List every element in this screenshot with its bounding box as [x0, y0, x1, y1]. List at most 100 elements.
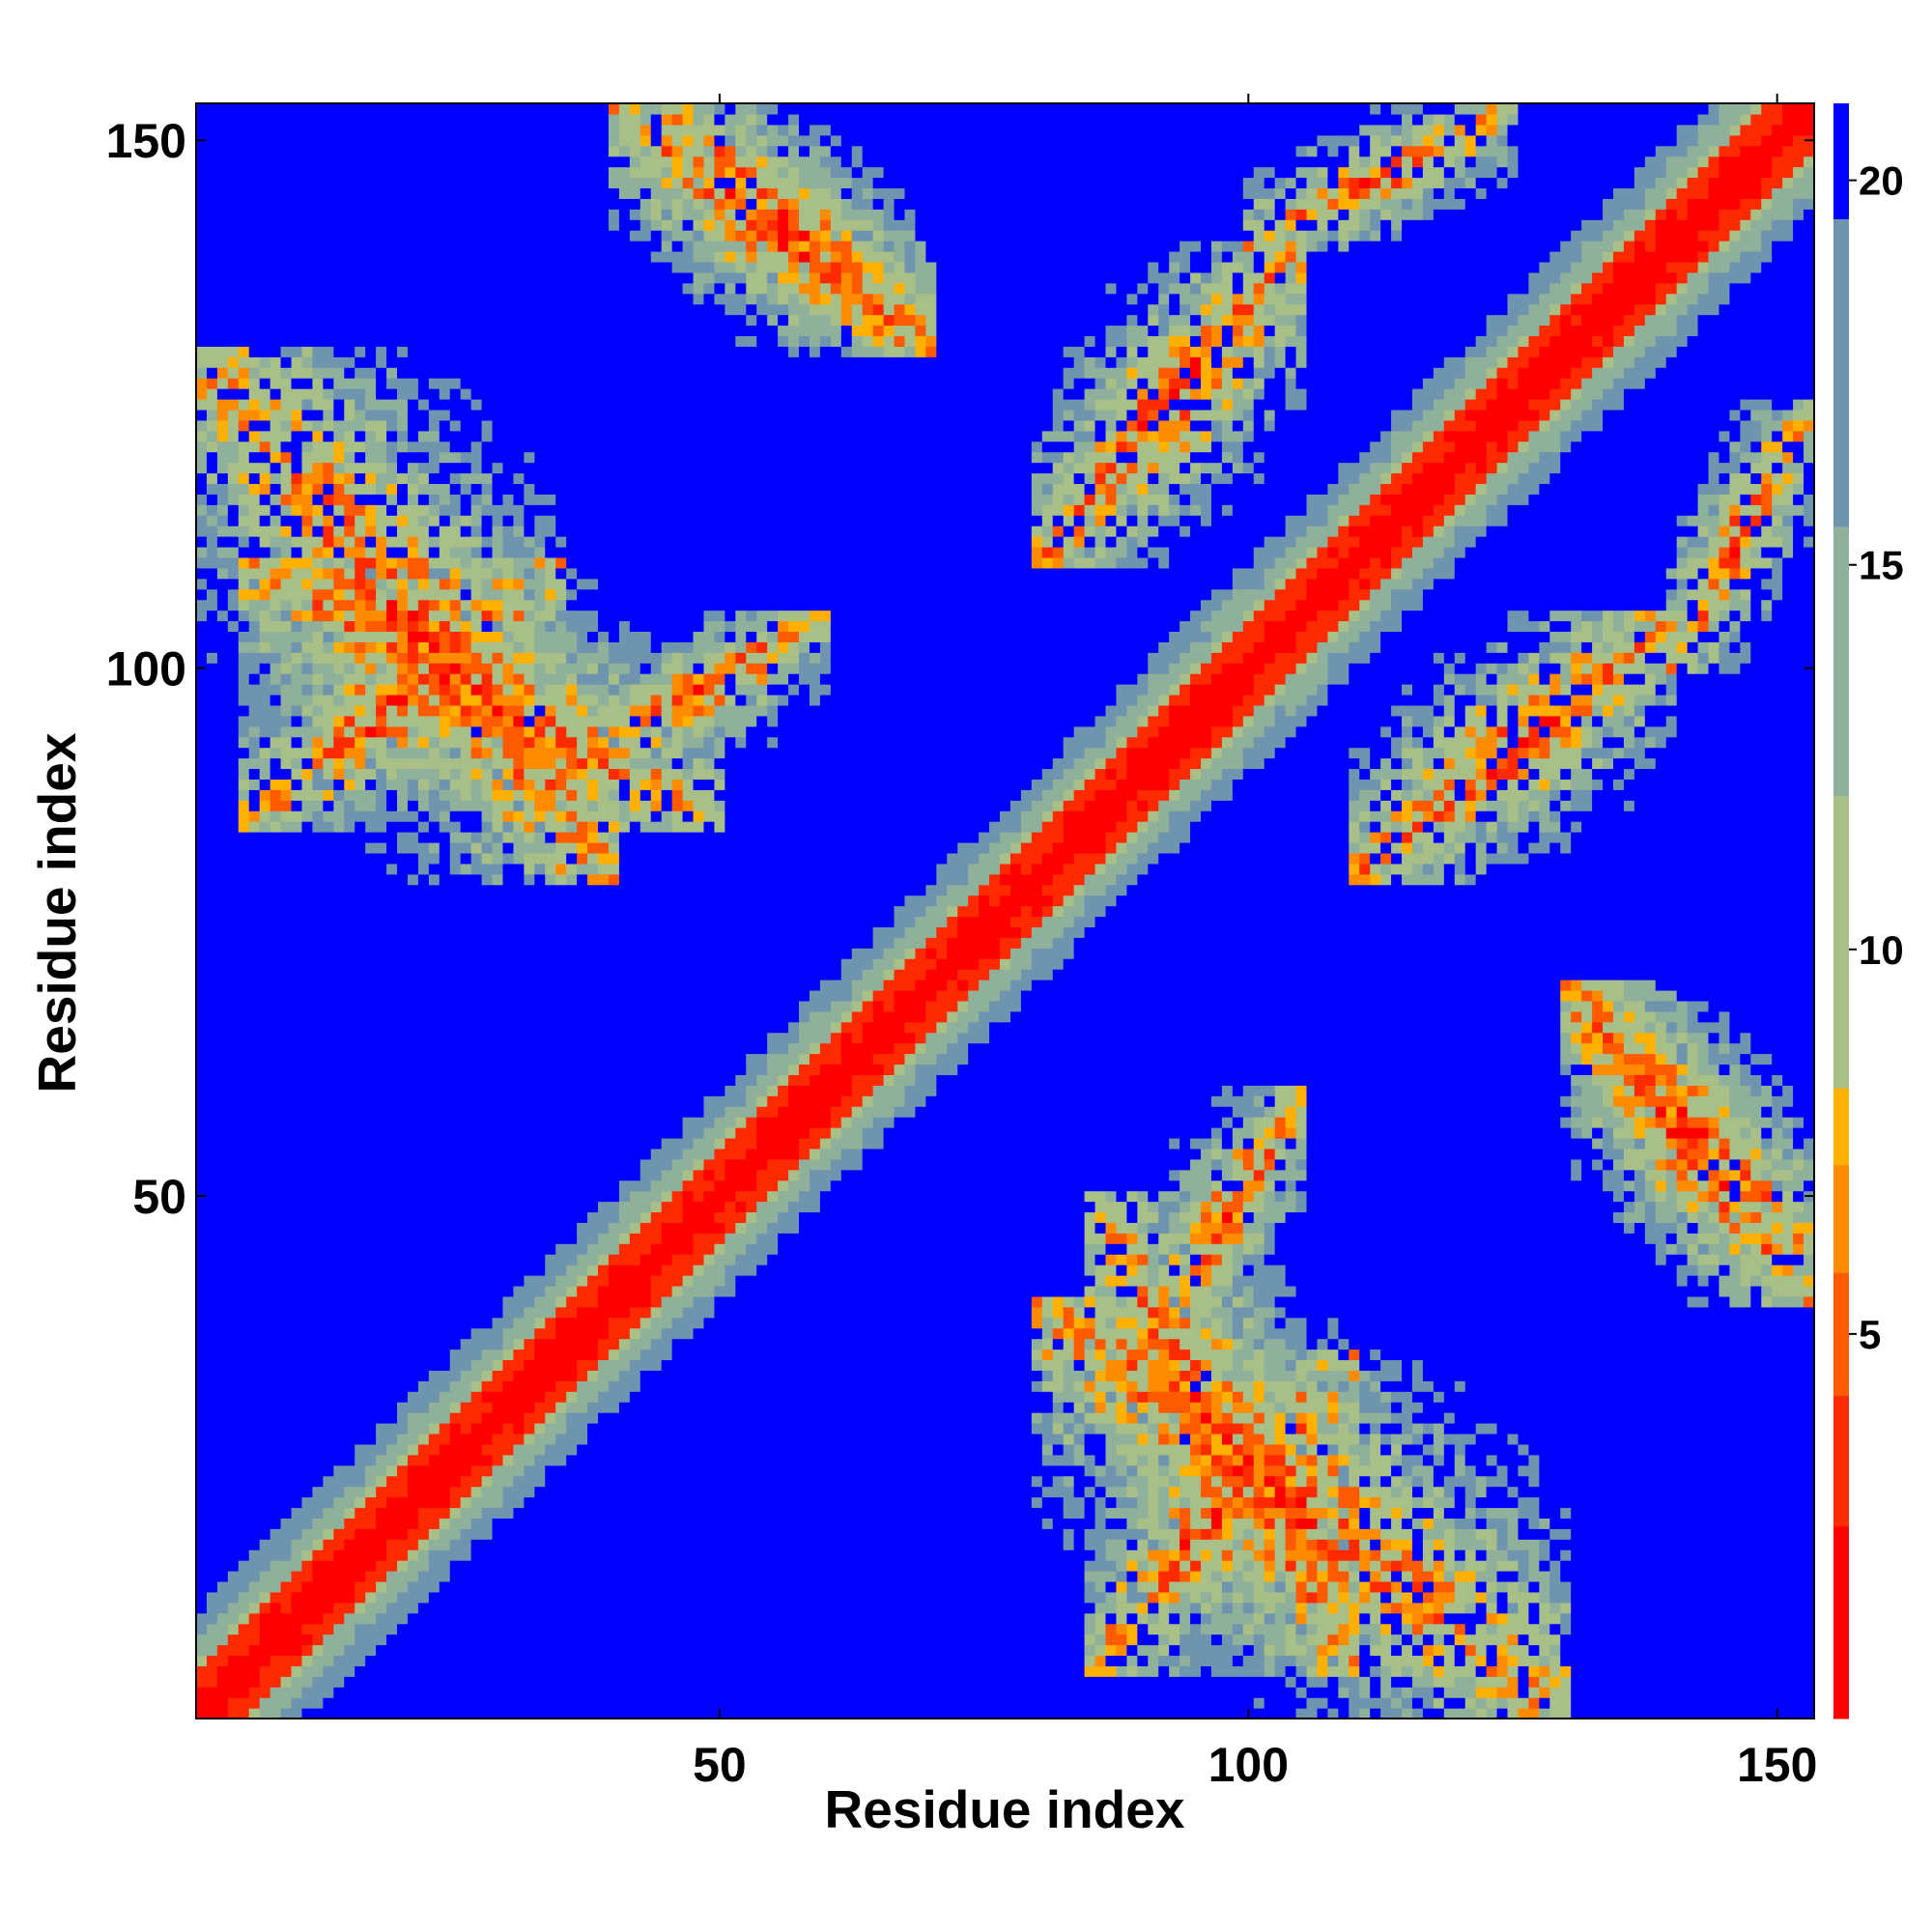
heatmap-cell: [344, 399, 355, 411]
heatmap-cell: [524, 1645, 535, 1657]
heatmap-cell: [461, 241, 472, 252]
heatmap-cell: [440, 1350, 451, 1361]
heatmap-cell: [217, 874, 229, 886]
heatmap-cell: [260, 452, 271, 464]
heatmap-cell: [513, 1613, 525, 1625]
heatmap-cell: [524, 1264, 535, 1276]
heatmap-cell: [502, 1222, 514, 1234]
heatmap-cell: [408, 600, 419, 611]
heatmap-cell: [249, 1254, 261, 1265]
heatmap-cell: [249, 504, 261, 516]
heatmap-cell: [450, 504, 462, 516]
heatmap-cell: [493, 494, 504, 505]
heatmap-cell: [418, 579, 430, 590]
heatmap-cell: [292, 209, 303, 220]
heatmap-cell: [502, 611, 514, 622]
heatmap-cell: [207, 515, 218, 526]
heatmap-cell: [312, 906, 324, 918]
heatmap-cell: [397, 1487, 409, 1498]
heatmap-cell: [333, 1307, 345, 1319]
heatmap-cell: [493, 748, 504, 759]
heatmap-cell: [365, 388, 377, 400]
heatmap-cell: [493, 1370, 504, 1381]
heatmap-cell: [196, 926, 208, 938]
heatmap-cell: [376, 494, 387, 505]
heatmap-cell: [260, 874, 271, 886]
heatmap-cell: [344, 1254, 355, 1265]
heatmap-cell: [450, 367, 462, 379]
heatmap-cell: [440, 768, 451, 780]
heatmap-cell: [440, 589, 451, 601]
heatmap-cell: [386, 1412, 398, 1424]
heatmap-cell: [376, 1318, 387, 1329]
heatmap-cell: [461, 388, 472, 400]
heatmap-cell: [429, 1380, 440, 1392]
heatmap-cell: [408, 1085, 419, 1096]
heatmap-cell: [461, 1033, 472, 1044]
heatmap-cell: [534, 937, 546, 949]
heatmap-cell: [196, 167, 208, 179]
heatmap-cell: [217, 885, 229, 896]
heatmap-cell: [365, 1603, 377, 1614]
heatmap-cell: [482, 325, 494, 336]
heatmap-cell: [217, 198, 229, 210]
heatmap-cell: [513, 1180, 525, 1192]
heatmap-cell: [260, 504, 271, 516]
heatmap-cell: [270, 800, 282, 811]
heatmap-cell: [450, 1001, 462, 1012]
heatmap-cell: [471, 557, 483, 569]
heatmap-cell: [513, 1624, 525, 1635]
heatmap-cell: [281, 980, 293, 991]
heatmap-cell: [450, 1191, 462, 1203]
heatmap-cell: [513, 1054, 525, 1065]
heatmap-cell: [408, 410, 419, 421]
heatmap-cell: [260, 1613, 271, 1625]
heatmap-cell: [301, 895, 313, 907]
heatmap-cell: [270, 547, 282, 558]
heatmap-cell: [408, 1211, 419, 1223]
heatmap-cell: [260, 864, 271, 875]
heatmap-cell: [513, 125, 525, 136]
heatmap-cell: [196, 399, 208, 411]
heatmap-cell: [386, 178, 398, 189]
heatmap-cell: [524, 926, 535, 938]
heatmap-cell: [249, 937, 261, 949]
heatmap-cell: [502, 1518, 514, 1529]
heatmap-cell: [355, 1264, 366, 1276]
heatmap-cell: [301, 536, 313, 548]
heatmap-cell: [408, 832, 419, 843]
heatmap-cell: [333, 1676, 345, 1688]
heatmap-cell: [207, 1518, 218, 1529]
heatmap-cell: [281, 958, 293, 970]
heatmap-cell: [270, 1191, 282, 1203]
heatmap-cell: [493, 1518, 504, 1529]
heatmap-cell: [534, 1202, 546, 1213]
heatmap-cell: [228, 378, 240, 389]
heatmap-cell: [386, 1033, 398, 1044]
heatmap-cell: [524, 579, 535, 590]
heatmap-cell: [323, 1159, 334, 1171]
heatmap-cell: [260, 251, 271, 263]
heatmap-cell: [397, 1233, 409, 1244]
heatmap-cell: [524, 251, 535, 263]
heatmap-cell: [450, 832, 462, 843]
heatmap-cell: [312, 1138, 324, 1150]
heatmap-cell: [493, 726, 504, 738]
heatmap-cell: [408, 1624, 419, 1635]
heatmap-cell: [524, 1676, 535, 1688]
heatmap-cell: [355, 1074, 366, 1086]
heatmap-cell: [333, 1592, 345, 1604]
heatmap-cell: [502, 230, 514, 242]
heatmap-cell: [260, 463, 271, 474]
heatmap-cell: [281, 1613, 293, 1625]
heatmap-cell: [429, 1202, 440, 1213]
heatmap-cell: [333, 1074, 345, 1086]
heatmap-cell: [408, 1487, 419, 1498]
heatmap-cell: [249, 1095, 261, 1107]
heatmap-cell: [344, 241, 355, 252]
heatmap-cell: [418, 483, 430, 495]
heatmap-cell: [207, 1211, 218, 1223]
heatmap-cell: [196, 589, 208, 601]
heatmap-cell: [429, 463, 440, 474]
heatmap-cell: [333, 283, 345, 295]
